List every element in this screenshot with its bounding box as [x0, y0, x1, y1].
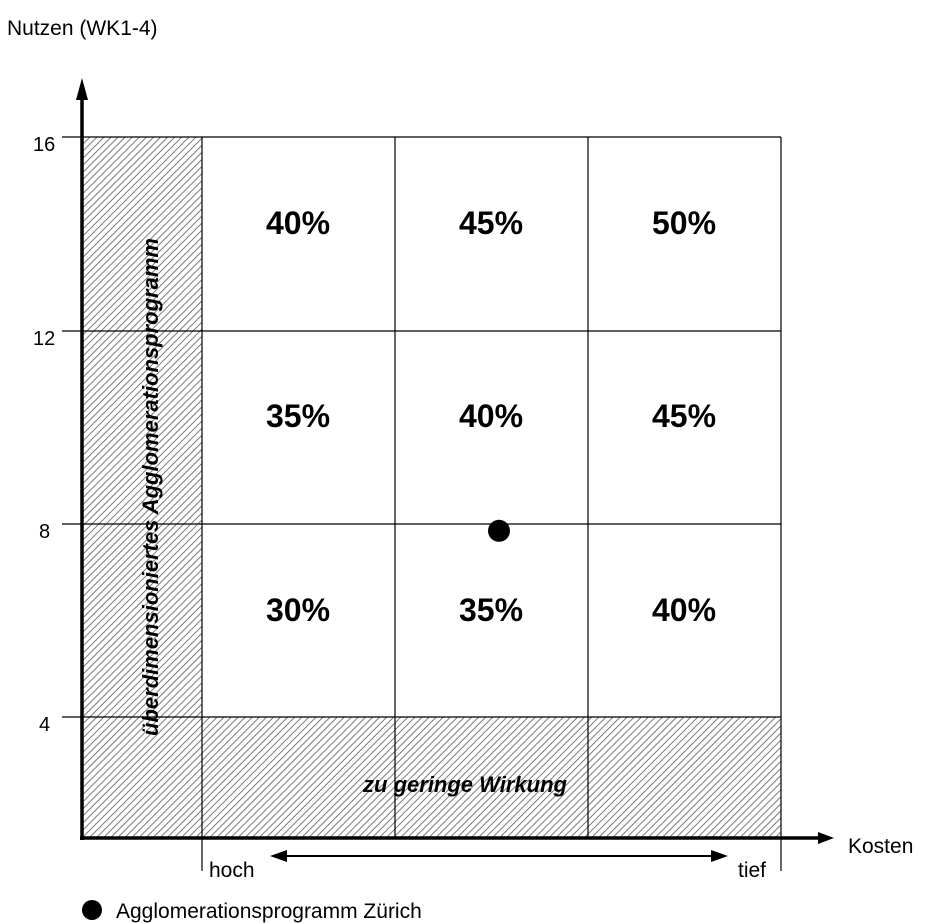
x-direction-label-tief: tief — [738, 859, 766, 882]
y-tick-label-4: 4 — [39, 714, 50, 736]
cell-value: 45% — [459, 205, 523, 241]
cell-values: 40% 45% 50% 35% 40% 45% 30% 35% 40% — [266, 205, 716, 628]
y-ticks — [62, 136, 82, 718]
grid — [82, 136, 782, 871]
x-axis-arrowhead — [818, 832, 834, 844]
cell-value: 35% — [459, 592, 523, 628]
cell-value: 40% — [266, 205, 330, 241]
data-point-zurich — [488, 519, 510, 542]
y-tick-label-8: 8 — [39, 521, 50, 543]
legend-label: Agglomerationsprogramm Zürich — [116, 900, 422, 923]
cell-value: 45% — [652, 398, 716, 434]
y-axis-arrowhead — [76, 78, 88, 100]
hatched-zone-left — [82, 137, 202, 837]
cell-value: 40% — [459, 398, 523, 434]
cell-value: 30% — [266, 592, 330, 628]
cell-value: 40% — [652, 592, 716, 628]
hatched-zone-bottom — [202, 717, 781, 837]
cost-direction-arrow-left — [270, 850, 287, 862]
cost-direction-arrow-right — [711, 850, 728, 862]
cell-value: 35% — [266, 398, 330, 434]
y-axis-label: Nutzen (WK1-4) — [7, 17, 158, 40]
zone-label-bottom: zu geringe Wirkung — [362, 772, 567, 797]
y-tick-label-12: 12 — [33, 328, 55, 350]
cell-value: 50% — [652, 205, 716, 241]
y-tick-label-16: 16 — [33, 134, 55, 156]
zone-label-left: überdimensioniertes Agglomerationsprogra… — [138, 238, 163, 736]
x-axis-label: Kosten — [848, 835, 913, 858]
legend-marker — [82, 900, 102, 920]
x-direction-label-hoch: hoch — [209, 859, 255, 882]
